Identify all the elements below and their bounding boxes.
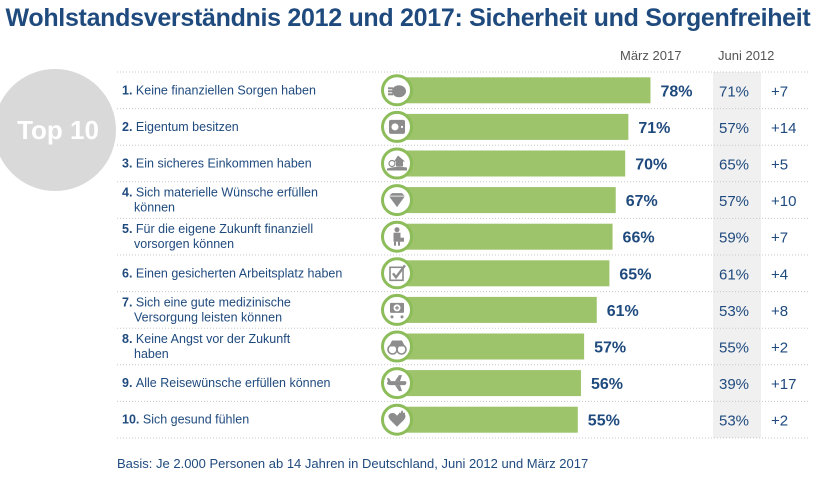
- value-label-2012: 57%: [719, 193, 749, 210]
- change-label: +4: [771, 266, 788, 283]
- bar-2017: [404, 296, 597, 323]
- icon-ring: [381, 257, 413, 290]
- category-rank: 1.: [122, 83, 136, 97]
- change-label: +14: [771, 120, 796, 137]
- value-label-2017: 70%: [635, 157, 667, 174]
- category-label: 4. Sich materielle Wünsche erfüllen: [122, 186, 318, 200]
- category-text: Einen gesicherten Arbeitsplatz haben: [136, 266, 342, 280]
- value-label-2012: 59%: [719, 230, 749, 247]
- medical-cart-icon: [390, 302, 404, 319]
- bar-2017: [404, 406, 578, 433]
- value-label-2012: 39%: [719, 376, 749, 393]
- bar-2017: [404, 150, 626, 177]
- change-label: +2: [771, 413, 788, 430]
- category-label: 6. Einen gesicherten Arbeitsplatz haben: [122, 266, 342, 280]
- category-label: 3. Ein sicheres Einkommen haben: [122, 157, 312, 171]
- top10-badge: Top 10: [0, 69, 116, 191]
- binoculars-icon: [387, 340, 407, 355]
- category-rank: 6.: [122, 266, 136, 280]
- category-rank: 4.: [122, 186, 136, 200]
- value-label-2017: 78%: [660, 83, 692, 100]
- category-label: 9. Alle Reisewünsche erfüllen können: [122, 376, 331, 390]
- chart-title: Wohlstandsverständnis 2012 und 2017: Sic…: [5, 4, 811, 32]
- value-label-2012: 65%: [719, 157, 749, 174]
- change-label: +7: [771, 83, 788, 100]
- category-label-continuation: Versorgung leisten können: [134, 310, 282, 324]
- bar-2017: [404, 260, 610, 287]
- column-header-previous: Juni 2012: [718, 48, 775, 63]
- bar-2017: [404, 187, 616, 214]
- category-label-continuation: haben: [134, 347, 169, 361]
- category-text: Sich materielle Wünsche erfüllen: [136, 186, 318, 200]
- category-label: 2. Eigentum besitzen: [122, 120, 239, 134]
- value-label-2017: 71%: [638, 120, 670, 137]
- category-rank: 9.: [122, 376, 136, 390]
- heart-plus-icon: [388, 410, 406, 427]
- category-rank: 5.: [122, 222, 136, 236]
- category-label: 8. Keine Angst vor der Zukunft: [122, 332, 291, 346]
- value-label-2017: 57%: [594, 340, 626, 357]
- value-label-2017: 66%: [623, 230, 655, 247]
- value-label-2017: 55%: [588, 413, 620, 430]
- category-label: 7. Sich eine gute medizinische: [122, 295, 291, 309]
- diamond-icon: [389, 193, 405, 208]
- category-text: Sich gesund fühlen: [143, 413, 249, 427]
- category-text: Ein sicheres Einkommen haben: [136, 157, 312, 171]
- change-label: +5: [771, 157, 788, 174]
- category-rank: 10.: [122, 413, 143, 427]
- businessman-icon: [393, 227, 404, 246]
- category-text: Keine Angst vor der Zukunft: [136, 332, 291, 346]
- category-rank: 3.: [122, 157, 136, 171]
- category-label: 1. Keine finanziellen Sorgen haben: [122, 83, 316, 97]
- value-label-2012: 71%: [719, 83, 749, 100]
- income-house-icon: [387, 155, 407, 171]
- value-label-2017: 65%: [619, 266, 651, 283]
- change-label: +8: [771, 303, 788, 320]
- bar-2017: [404, 113, 629, 140]
- value-label-2017: 56%: [591, 376, 623, 393]
- bar-2017: [404, 77, 651, 104]
- checkbox-icon: [389, 264, 406, 282]
- bar-2017: [404, 333, 585, 360]
- safe-icon: [389, 119, 405, 134]
- category-text: Keine finanziellen Sorgen haben: [136, 83, 316, 97]
- value-label-2017: 61%: [607, 303, 639, 320]
- category-text: Alle Reisewünsche erfüllen können: [136, 376, 331, 390]
- value-label-2017: 67%: [626, 193, 658, 210]
- purse-icon: [388, 85, 406, 98]
- value-label-2012: 55%: [719, 340, 749, 357]
- top10-label: Top 10: [17, 115, 99, 145]
- value-label-2012: 61%: [719, 266, 749, 283]
- change-label: +10: [771, 193, 796, 210]
- value-label-2012: 57%: [719, 120, 749, 137]
- column-header-current: März 2017: [620, 48, 682, 63]
- category-label: 10. Sich gesund fühlen: [122, 413, 249, 427]
- category-text: Eigentum besitzen: [136, 120, 239, 134]
- value-label-2012: 53%: [719, 413, 749, 430]
- category-text: Sich eine gute medizinische: [136, 295, 291, 309]
- category-text: Für die eigene Zukunft finanziell: [136, 222, 313, 236]
- category-label-continuation: vorsorgen können: [134, 237, 234, 251]
- value-label-2012: 53%: [719, 303, 749, 320]
- category-label-continuation: können: [134, 201, 175, 215]
- category-label: 5. Für die eigene Zukunft finanziell: [122, 222, 313, 236]
- category-rank: 7.: [122, 295, 136, 309]
- bar-2017: [404, 370, 581, 397]
- change-label: +17: [771, 376, 796, 393]
- change-label: +2: [771, 340, 788, 357]
- category-rank: 2.: [122, 120, 136, 134]
- airplane-icon: [387, 375, 407, 392]
- footnote: Basis: Je 2.000 Personen ab 14 Jahren in…: [117, 456, 589, 471]
- category-rank: 8.: [122, 332, 136, 346]
- change-label: +7: [771, 230, 788, 247]
- bar-2017: [404, 223, 613, 250]
